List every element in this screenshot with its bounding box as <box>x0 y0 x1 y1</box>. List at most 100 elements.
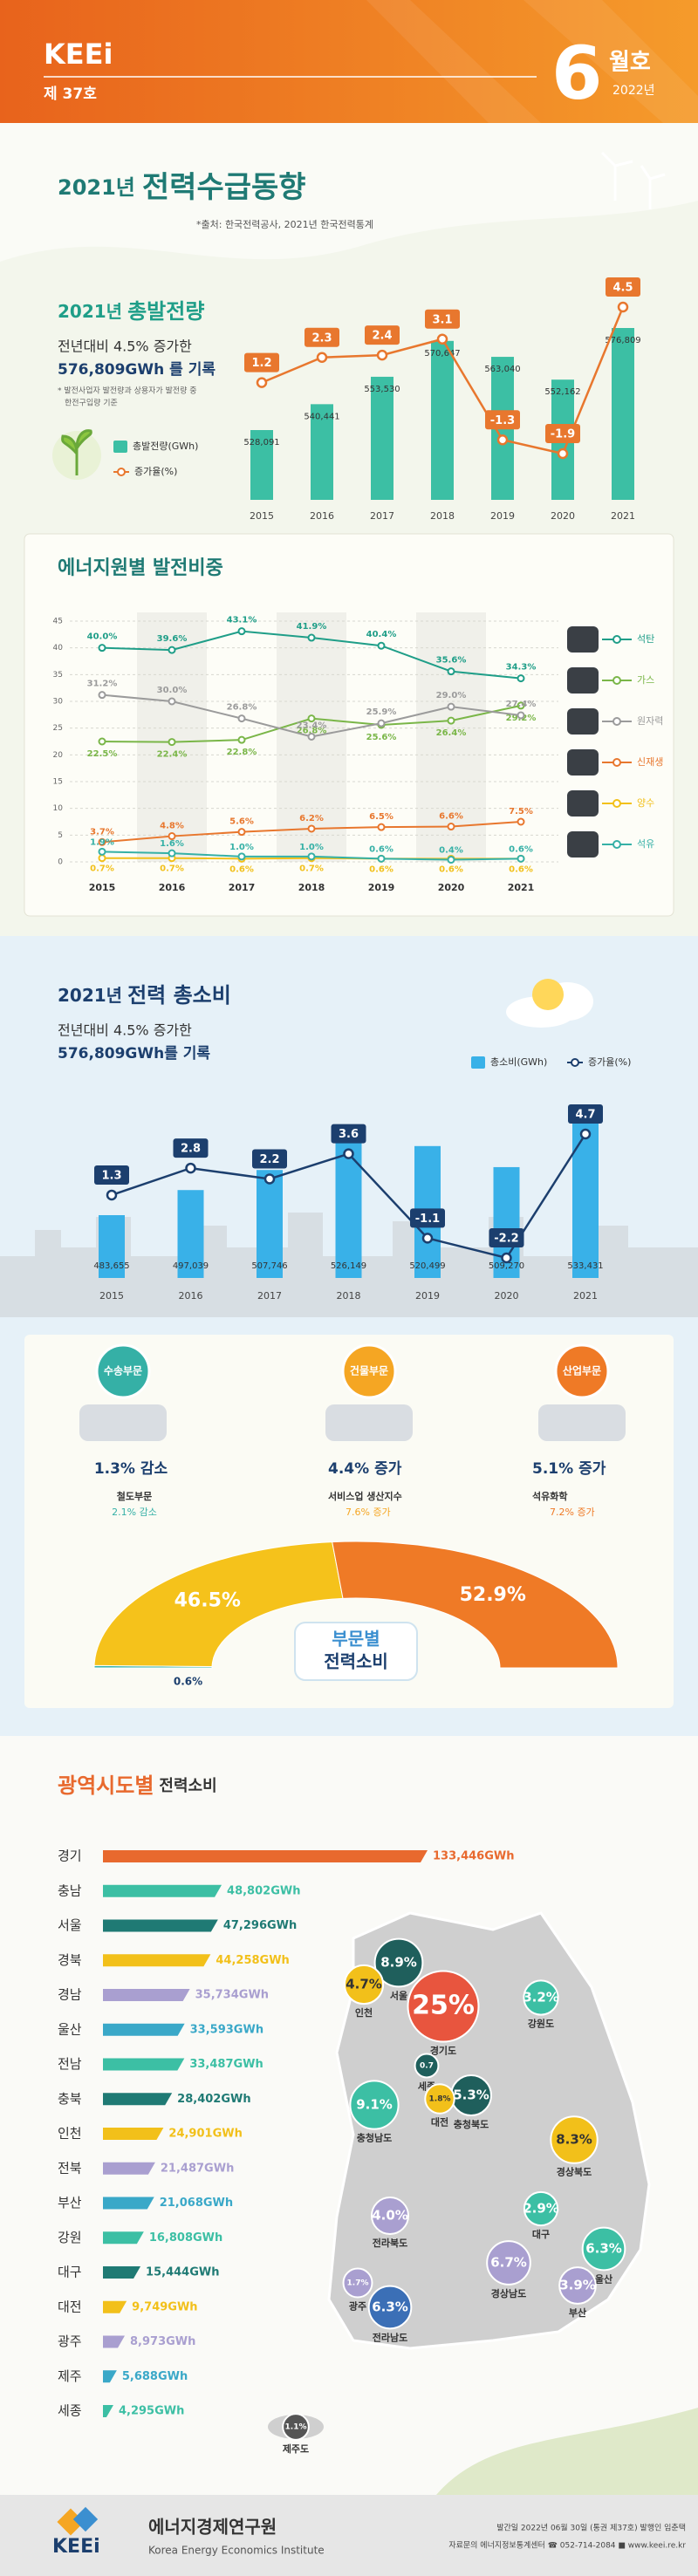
legend-swatch <box>113 441 127 453</box>
series-point <box>517 854 525 863</box>
series-point <box>447 823 455 831</box>
region-name: 경상남도 <box>491 2287 526 2299</box>
point-label: 0.6% <box>509 864 533 874</box>
x-tick-label: 2019 <box>368 882 395 893</box>
region-share: 5.3% <box>453 2087 489 2103</box>
category-label: 대구 <box>58 2265 82 2280</box>
regional-heading-main: 광역시도별 <box>58 1773 154 1798</box>
month: 6 <box>551 31 602 116</box>
bar-value-label: 497,039 <box>173 1261 209 1271</box>
growth-label-box <box>244 352 279 372</box>
bar-value-label: 4,295GWh <box>119 2405 184 2418</box>
growth-label-box <box>173 1138 209 1158</box>
bar-value-label: 540,441 <box>304 412 339 421</box>
point-label: 22.4% <box>157 750 188 760</box>
point-label: 0.6% <box>369 844 393 854</box>
series-point <box>98 847 106 856</box>
regional-heading-sub: 전력소비 <box>159 1777 216 1795</box>
sector-sub-change: 7.2% 증가 <box>550 1507 595 1518</box>
region-name: 경상북도 <box>557 2166 592 2178</box>
growth-label: 4.7 <box>575 1109 595 1122</box>
gen-heading: 2021년 총발전량 <box>58 299 204 324</box>
month-suffix: 월호 <box>609 50 651 76</box>
y-tick-label: 30 <box>53 698 64 707</box>
category-label: 세종 <box>58 2403 82 2419</box>
series-point <box>98 644 106 653</box>
category-label: 경북 <box>58 1952 82 1968</box>
growth-point <box>263 1173 276 1185</box>
x-tick-label: 2018 <box>430 510 455 522</box>
category-label: 대전 <box>58 2299 82 2314</box>
y-tick-label: 20 <box>53 751 64 760</box>
region-name: 충청남도 <box>357 2132 392 2144</box>
point-label: 7.5% <box>509 807 533 817</box>
point-label: 31.2% <box>87 680 118 689</box>
cons-heading-year: 2021년 <box>58 985 122 1006</box>
growth-label-box <box>252 1149 287 1169</box>
bar <box>103 2300 127 2313</box>
category-label: 부산 <box>58 2195 82 2210</box>
region-bubble <box>343 1964 385 2005</box>
bar <box>612 328 634 500</box>
sector-badge <box>95 1343 151 1399</box>
region-bubble <box>407 1970 480 2043</box>
y-tick-label: 0 <box>58 858 63 867</box>
bar-value-label: 526,149 <box>331 1261 366 1271</box>
point-label: 1.9% <box>90 837 114 847</box>
growth-label-box <box>305 327 339 347</box>
sector-badge-label: 산업부문 <box>563 1364 601 1377</box>
x-tick-label: 2021 <box>611 510 635 522</box>
legend-icon <box>567 749 599 776</box>
point-label: 40.4% <box>366 630 397 639</box>
legend-swatch <box>612 799 621 808</box>
y-tick-label: 35 <box>53 671 63 680</box>
region-bubble <box>486 2240 531 2286</box>
bar <box>103 1989 190 2001</box>
point-label: 6.2% <box>299 814 324 823</box>
bar-value-label: 47,296GWh <box>223 1919 297 1932</box>
y-tick-label: 10 <box>53 804 64 813</box>
point-label: 25.9% <box>366 707 397 717</box>
region-share: 6.3% <box>585 2241 622 2257</box>
main-title: 2021년 전력수급동향 <box>58 170 306 205</box>
category-label: 충북 <box>58 2091 82 2107</box>
point-label: 35.6% <box>436 656 467 666</box>
series-point <box>168 697 176 706</box>
footer-contact: 자료문의 에너지정보통계센터 ☎ 052-714-2084 ■ www.keei… <box>448 2540 686 2551</box>
x-tick-label: 2017 <box>229 882 256 893</box>
region-bubble <box>342 2267 373 2299</box>
bar <box>103 1884 222 1897</box>
series-point <box>447 716 455 725</box>
series-point <box>237 852 246 861</box>
region-bubble <box>424 2083 455 2115</box>
growth-point <box>376 349 388 361</box>
x-tick-label: 2017 <box>370 510 394 522</box>
legend-label: 가스 <box>637 674 654 686</box>
series-point <box>447 702 455 711</box>
x-tick-label: 2015 <box>99 1290 124 1302</box>
series-point <box>447 856 455 864</box>
point-label: 30.0% <box>157 686 188 695</box>
growth-label-box <box>568 1104 603 1124</box>
point-label: 1.0% <box>299 843 324 852</box>
bar <box>103 1850 428 1862</box>
footer-org: 에너지경제연구원 <box>148 2517 277 2538</box>
legend-label: 양수 <box>637 797 654 809</box>
point-label: 39.6% <box>157 634 188 644</box>
bar-value-label: 48,802GWh <box>227 1884 300 1897</box>
growth-point <box>343 1148 354 1159</box>
point-label: 22.5% <box>87 749 118 759</box>
bar <box>103 2162 155 2175</box>
growth-label: 4.5 <box>612 282 633 295</box>
category-label: 서울 <box>58 1917 82 1933</box>
bar-value-label: 16,808GWh <box>149 2231 222 2245</box>
x-tick-label: 2016 <box>179 1290 203 1302</box>
region-name: 광주 <box>349 2300 366 2312</box>
gen-heading-main: 총발전량 <box>127 299 204 324</box>
point-label: 6.5% <box>369 812 393 822</box>
y-tick-label: 45 <box>53 618 63 626</box>
x-tick-label: 2019 <box>415 1290 440 1302</box>
bottom-hill-decor <box>436 2408 698 2495</box>
gen-heading-year: 2021년 <box>58 301 122 322</box>
